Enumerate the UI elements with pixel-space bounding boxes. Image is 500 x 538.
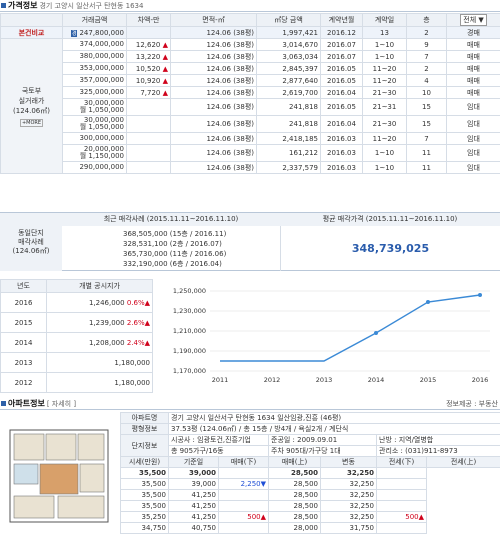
provider-text: 정보제공 : 부동산: [446, 400, 498, 408]
summary-label: 동일단지 매각사례 (124.06㎡): [0, 213, 62, 271]
filter-select[interactable]: 전체 ▼: [460, 14, 487, 26]
table-row: 국토부 실거래가 (124.06㎡) +MORE 374,000,000 12,620 ▲…: [0, 38, 500, 174]
table-row: 290,000,000 124.06 (38평) 2,337,579 2016.03 1…: [1, 161, 500, 174]
list-item: 368,505,000 (15층 / 2016.11): [123, 230, 227, 238]
x-tick-label: 2013: [316, 376, 333, 384]
section-title: 아파트정보: [8, 399, 45, 408]
y-tick-label: 1,170,000: [173, 367, 206, 375]
x-tick-label: 2011: [212, 376, 229, 384]
x-tick-label: 2016: [472, 376, 489, 384]
x-tick-label: 2014: [368, 376, 385, 384]
col-ym: 계약년월: [320, 13, 363, 27]
x-tick-label: 2015: [420, 376, 437, 384]
series-line: [220, 294, 481, 362]
base-price: 247,800,000: [79, 28, 124, 37]
more-button[interactable]: +MORE: [19, 119, 44, 127]
table-row: 2014 1,208,000 2.4%▲: [0, 332, 153, 353]
list-item: 365,730,000 (11층 / 2016.06): [123, 250, 227, 258]
data-point: [426, 300, 430, 304]
price-info-header: 가격정보 경기 고양시 일산서구 탄현동 1634: [0, 0, 500, 12]
auction-badge: 경: [70, 29, 78, 37]
y-tick-label: 1,210,000: [173, 327, 206, 335]
col-area: 면적-㎡: [170, 13, 257, 27]
section-title: 가격정보: [8, 1, 38, 10]
section-square-icon: [1, 401, 6, 406]
floor-plan-image: [0, 412, 120, 538]
table-row: 300,000,000 124.06 (38평) 2,418,185 2016.03 1…: [1, 132, 500, 145]
table-row: 20,000,000 월 1,150,000 124.06 (38평) 161,212…: [1, 144, 500, 162]
recent-sales-list: 368,505,000 (15층 / 2016.11) 328,531,100 …: [123, 229, 226, 269]
base-row: 본건비교 경 247,800,000 124.06 (38평) 1,997,421…: [0, 26, 500, 39]
y-tick-label: 1,250,000: [173, 287, 206, 295]
section-square-icon: [1, 3, 6, 8]
table-row: 2012 1,180,000: [0, 372, 153, 393]
section-subtitle: 경기 고양시 일산서구 탄현동 1634: [39, 1, 144, 10]
land-price-chart: 1,250,000 1,230,000 1,210,000 1,190,000 1,17…: [173, 287, 490, 384]
price-table: 거래금액 차액-만 면적-㎡ ㎡당 금액 계약년월 계약일 층 전체 ▼ 본건비…: [0, 13, 500, 174]
table-row: 2016 1,246,000 0.6%▲: [0, 292, 153, 313]
data-point: [374, 331, 378, 335]
list-item: 328,531,100 (2층 / 2016.07): [123, 240, 222, 248]
y-tick-label: 1,230,000: [173, 307, 206, 315]
table-row: 2013 1,180,000: [0, 352, 153, 373]
x-tick-label: 2012: [264, 376, 281, 384]
base-label: 본건비교: [0, 26, 63, 39]
land-price-table: 년도 개별 공시지가 2016 1,246,000 0.6%▲ 2015 1,239,0…: [0, 279, 153, 393]
sales-summary: 동일단지 매각사례 (124.06㎡) 최근 매각사례 (2015.11.11~…: [0, 212, 500, 271]
col-day: 계약일: [362, 13, 407, 27]
table-row: 30,000,000 월 1,050,000 124.06 (38평) 241,818…: [1, 115, 500, 133]
detail-link[interactable]: [ 자세히 ]: [46, 399, 77, 408]
table-row: 357,000,000 10,920 ▲ 124.06 (38평) 2,877,640…: [1, 74, 500, 87]
avg-price: 348,739,025: [280, 226, 500, 271]
list-item: 332,190,000 (6층 / 2016.04): [123, 260, 222, 268]
recent-sales-header: 최근 매각사례 (2015.11.11~2016.11.10): [62, 213, 280, 226]
col-unit: ㎡당 금액: [256, 13, 321, 27]
avg-price-header: 평균 매각가격 (2015.11.11~2016.11.10): [280, 213, 500, 226]
table-row: 380,000,000 13,220 ▲ 124.06 (38평) 3,063,034…: [1, 50, 500, 63]
table-row: 30,000,000 월 1,050,000 124.06 (38평) 241,818…: [1, 98, 500, 116]
y-tick-label: 1,190,000: [173, 347, 206, 355]
apt-info-header: 아파트정보 [ 자세히 ]: [0, 398, 500, 410]
col-price: 거래금액: [62, 13, 127, 27]
table-row: 2015 1,239,000 2.6%▲: [0, 312, 153, 333]
table-row: 325,000,000 7,720 ▲ 124.06 (38평) 2,619,700 2…: [1, 86, 500, 99]
table-row: 353,000,000 10,520 ▲ 124.06 (38평) 2,845,397…: [1, 62, 500, 75]
data-point: [478, 293, 482, 297]
col-floor: 층: [406, 13, 447, 27]
side-label: 국토부 실거래가 (124.06㎡) +MORE: [0, 38, 63, 174]
col-diff: 차액-만: [126, 13, 171, 27]
